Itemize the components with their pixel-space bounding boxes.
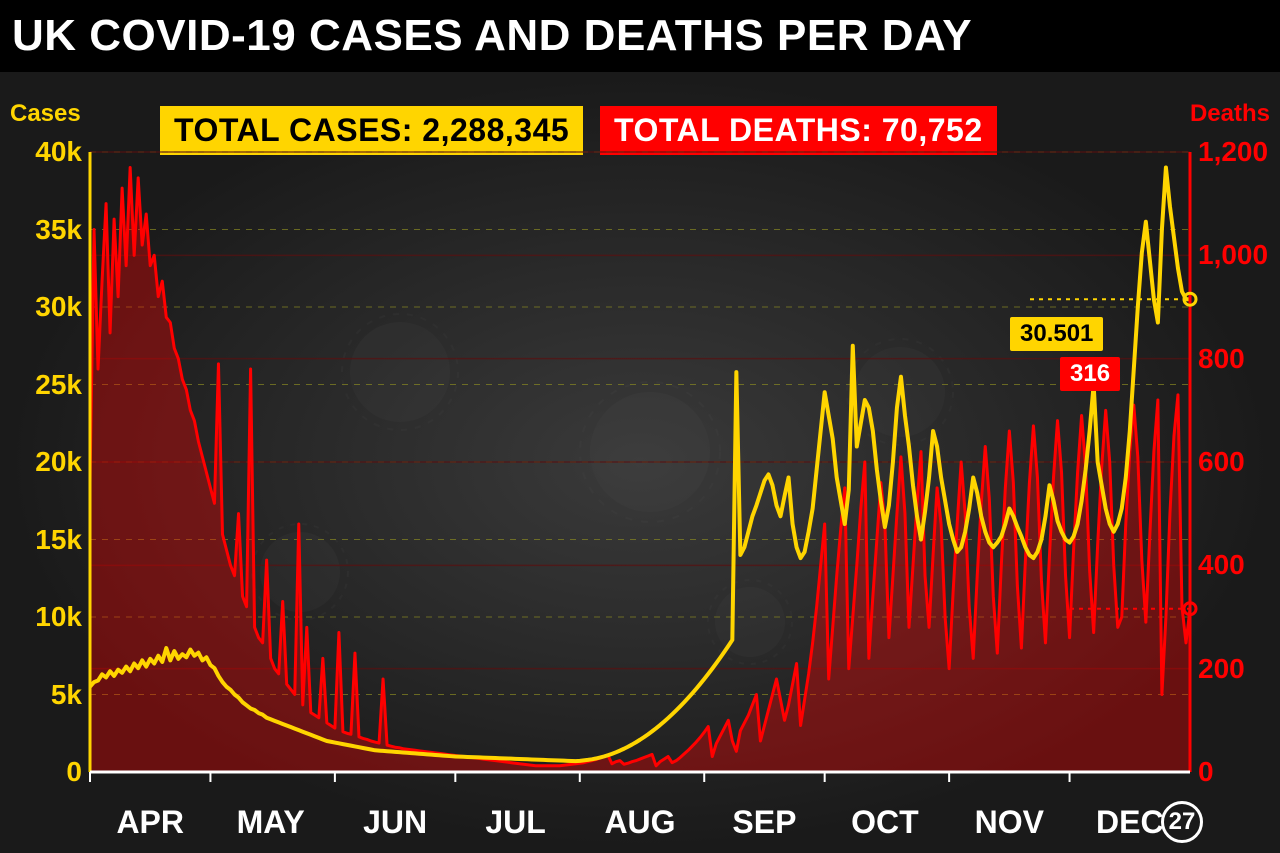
month-label: NOV (975, 804, 1044, 841)
deaths-callout-value: 316 (1070, 360, 1110, 387)
right-tick-label: 200 (1198, 653, 1245, 685)
right-tick-label: 800 (1198, 343, 1245, 375)
left-tick-label: 0 (0, 756, 82, 788)
right-tick-label: 600 (1198, 446, 1245, 478)
chart-title: UK COVID-19 CASES AND DEATHS PER DAY (12, 11, 972, 61)
left-tick-label: 5k (0, 679, 82, 711)
left-tick-label: 25k (0, 369, 82, 401)
deaths-callout-badge: 316 (1060, 357, 1120, 391)
header-bar: UK COVID-19 CASES AND DEATHS PER DAY (0, 0, 1280, 72)
chart-plot (0, 72, 1280, 853)
cases-callout-value: 30.501 (1020, 320, 1093, 347)
left-tick-label: 40k (0, 136, 82, 168)
right-tick-label: 1,200 (1198, 136, 1268, 168)
month-label: JUN (363, 804, 427, 841)
month-label: MAY (237, 804, 305, 841)
month-label: JUL (485, 804, 545, 841)
left-tick-label: 10k (0, 601, 82, 633)
month-label: OCT (851, 804, 919, 841)
right-tick-label: 0 (1198, 756, 1214, 788)
month-label: APR (116, 804, 184, 841)
left-tick-label: 30k (0, 291, 82, 323)
left-tick-label: 20k (0, 446, 82, 478)
left-tick-label: 35k (0, 214, 82, 246)
left-tick-label: 15k (0, 524, 82, 556)
chart-area: Cases Deaths TOTAL CASES: 2,288,345 TOTA… (0, 72, 1280, 853)
month-label: AUG (604, 804, 675, 841)
right-tick-label: 400 (1198, 549, 1245, 581)
cases-callout-badge: 30.501 (1010, 317, 1103, 351)
month-label: DEC (1096, 804, 1164, 841)
right-tick-label: 1,000 (1198, 239, 1268, 271)
end-date-marker: 27 (1161, 801, 1203, 843)
month-label: SEP (732, 804, 796, 841)
